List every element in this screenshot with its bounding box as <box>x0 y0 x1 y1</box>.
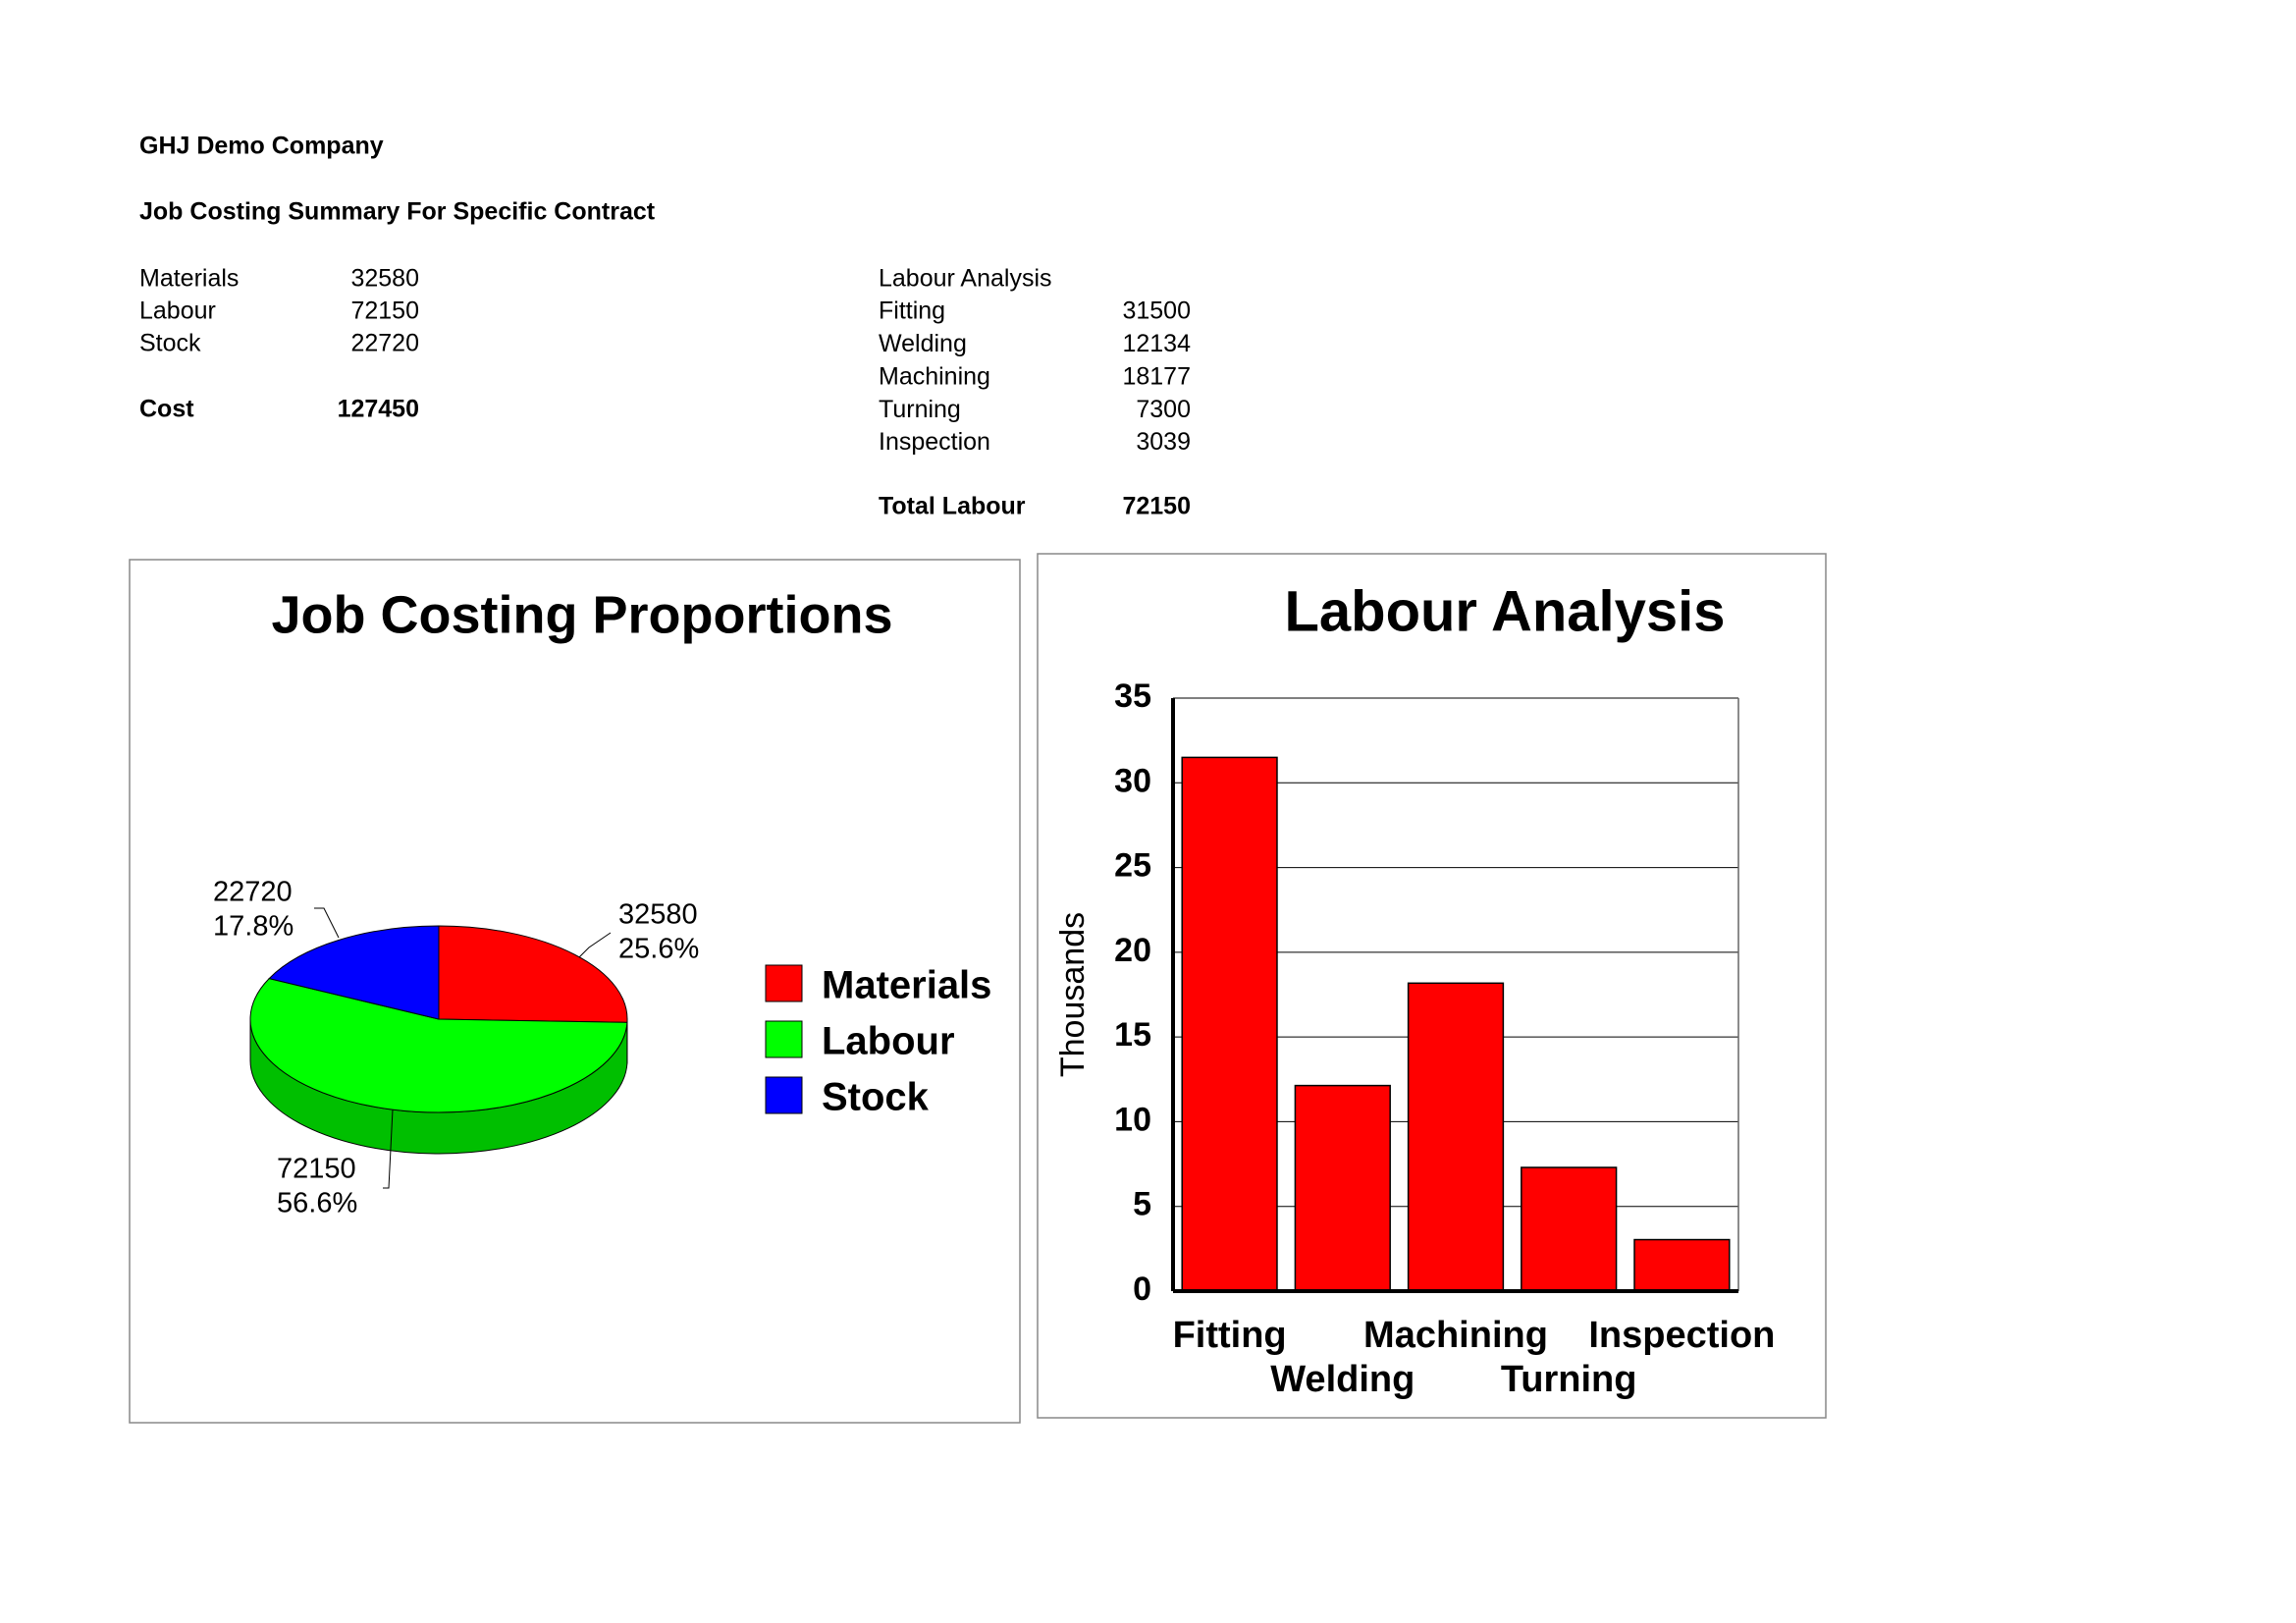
row-value: 12134 <box>1122 330 1191 357</box>
row-value: 32580 <box>350 265 419 293</box>
row-value: 7300 <box>1136 396 1191 423</box>
y-tick-label: 0 <box>1133 1271 1151 1308</box>
row-label: Labour <box>139 298 216 325</box>
data-label: 56.6% <box>277 1188 357 1219</box>
row-value: 18177 <box>1122 362 1191 390</box>
data-label: 22720 <box>213 877 293 908</box>
row-label: Welding <box>879 330 967 357</box>
legend-label: Stock <box>822 1076 930 1119</box>
legend-swatch <box>765 964 803 1002</box>
x-tick-label: Machining <box>1363 1315 1548 1356</box>
data-label: 72150 <box>277 1154 356 1185</box>
leader-line <box>578 932 612 958</box>
pie-slice <box>249 978 628 1113</box>
chart-title: Labour Analysis <box>1284 579 1725 643</box>
y-tick-label: 35 <box>1114 677 1151 715</box>
total-value: 72150 <box>1122 493 1191 520</box>
pie-slice <box>268 925 440 1020</box>
pie-slice <box>438 925 628 1023</box>
row-label: Fitting <box>879 298 945 325</box>
x-tick-label: Turning <box>1501 1359 1637 1400</box>
y-tick-label: 20 <box>1114 932 1151 969</box>
bar <box>1294 1084 1391 1292</box>
y-tick-label: 15 <box>1114 1016 1151 1054</box>
row-value: 72150 <box>350 298 419 325</box>
y-tick-label: 5 <box>1133 1186 1151 1223</box>
row-label: Machining <box>879 362 990 390</box>
total-label: Total Labour <box>879 493 1026 520</box>
legend-swatch <box>765 1020 803 1058</box>
y-tick-label: 25 <box>1114 847 1151 885</box>
row-value: 3039 <box>1136 428 1191 456</box>
leader-line <box>314 907 340 939</box>
bar <box>1407 982 1505 1292</box>
bar-panel <box>1037 553 1827 1419</box>
legend-swatch <box>765 1076 803 1114</box>
company-name: GHJ Demo Company <box>139 133 384 160</box>
y-tick-label: 30 <box>1114 762 1151 799</box>
total-label: Cost <box>139 396 194 423</box>
row-label: Turning <box>879 396 961 423</box>
y-axis-label: Thousands <box>1054 912 1092 1077</box>
report-title: Job Costing Summary For Specific Contrac… <box>139 198 656 226</box>
chart-title: Job Costing Proportions <box>272 585 893 644</box>
data-label: 17.8% <box>213 911 294 943</box>
bar <box>1181 756 1278 1292</box>
row-label: Inspection <box>879 428 990 456</box>
row-value: 31500 <box>1122 298 1191 325</box>
row-label: Stock <box>139 330 201 357</box>
bar <box>1521 1166 1618 1292</box>
table-title: Labour Analysis <box>879 265 1052 293</box>
bar <box>1633 1238 1731 1292</box>
x-tick-label: Fitting <box>1173 1315 1287 1356</box>
x-tick-label: Welding <box>1270 1359 1415 1400</box>
legend-label: Materials <box>822 964 991 1007</box>
total-value: 127450 <box>338 396 419 423</box>
leader-line <box>383 1109 394 1189</box>
x-tick-label: Inspection <box>1588 1315 1775 1356</box>
data-label: 25.6% <box>618 934 699 965</box>
y-tick-label: 10 <box>1114 1101 1151 1138</box>
pie-panel <box>129 559 1021 1424</box>
legend-label: Labour <box>822 1020 955 1063</box>
data-label: 32580 <box>618 899 698 931</box>
row-value: 22720 <box>350 330 419 357</box>
row-label: Materials <box>139 265 239 293</box>
